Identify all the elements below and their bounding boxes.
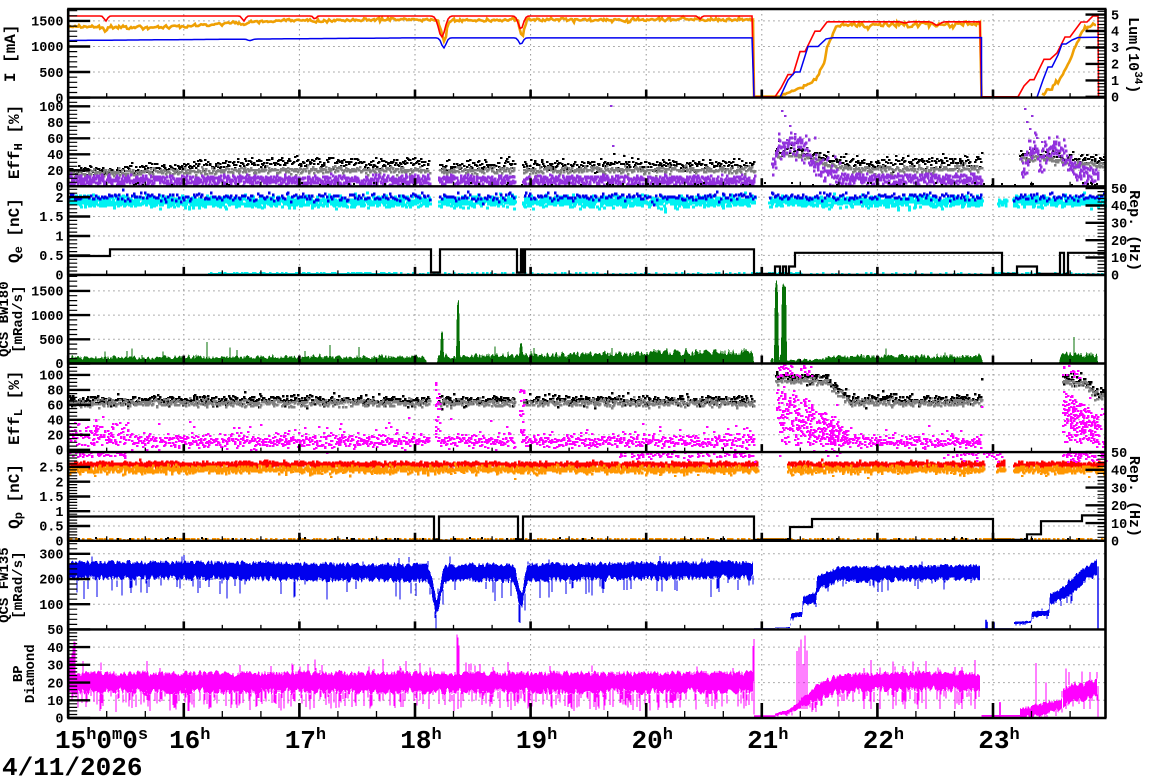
svg-text:0: 0 (55, 181, 63, 196)
svg-text:2: 2 (55, 192, 63, 207)
svg-text:23h: 23h (978, 726, 1019, 756)
svg-text:4: 4 (1111, 26, 1119, 41)
svg-text:0: 0 (55, 92, 63, 107)
svg-text:20: 20 (1111, 500, 1127, 515)
svg-text:Qp​ [nC]: Qp​ [nC] (6, 464, 26, 529)
svg-text:20: 20 (47, 677, 63, 692)
svg-text:40: 40 (1111, 465, 1127, 480)
svg-text:80: 80 (47, 385, 63, 400)
svg-text:20h: 20h (631, 726, 672, 756)
svg-text:17h: 17h (285, 726, 326, 756)
svg-text:QCS BW180: QCS BW180 (0, 281, 13, 357)
svg-text:0: 0 (55, 358, 63, 373)
svg-text:40: 40 (1111, 200, 1127, 215)
svg-text:0: 0 (55, 536, 63, 551)
svg-text:21h: 21h (747, 726, 788, 756)
svg-text:10: 10 (1111, 252, 1127, 267)
svg-text:40: 40 (47, 415, 63, 430)
svg-text:100: 100 (39, 370, 63, 385)
svg-text:I [mA]: I [mA] (2, 24, 20, 82)
svg-text:20: 20 (47, 430, 63, 445)
svg-text:50: 50 (47, 624, 63, 639)
svg-text:50: 50 (1111, 183, 1127, 198)
svg-text:16h: 16h (169, 726, 210, 756)
svg-text:100: 100 (39, 599, 63, 614)
svg-text:5: 5 (1111, 9, 1119, 24)
svg-text:22h: 22h (863, 726, 904, 756)
svg-text:0.5: 0.5 (39, 250, 63, 265)
svg-text:100: 100 (39, 101, 63, 116)
svg-text:0: 0 (55, 713, 63, 728)
svg-text:QCS FW135: QCS FW135 (0, 547, 13, 623)
svg-text:3: 3 (1111, 42, 1119, 57)
svg-text:EffH​ [%]: EffH​ [%] (6, 105, 26, 179)
svg-text:Qe​ [nC]: Qe​ [nC] (6, 198, 26, 263)
svg-text:1000: 1000 (31, 310, 63, 325)
svg-text:20: 20 (47, 165, 63, 180)
svg-text:200: 200 (39, 574, 63, 589)
svg-text:30: 30 (47, 660, 63, 675)
svg-text:60: 60 (47, 133, 63, 148)
svg-text:10: 10 (1111, 518, 1127, 533)
svg-text:20: 20 (1111, 235, 1127, 250)
svg-text:1000: 1000 (31, 41, 63, 56)
svg-text:40: 40 (47, 642, 63, 657)
svg-text:0: 0 (1111, 536, 1119, 551)
svg-text:0: 0 (1111, 270, 1119, 285)
svg-text:0.5: 0.5 (39, 521, 63, 536)
svg-text:Rep. (Hz): Rep. (Hz) (1125, 456, 1142, 537)
svg-text:80: 80 (47, 117, 63, 132)
svg-text:Rep. (Hz): Rep. (Hz) (1125, 190, 1142, 271)
svg-text:18h: 18h (400, 726, 441, 756)
svg-text:4/11/2026: 4/11/2026 (2, 753, 142, 782)
svg-text:0: 0 (55, 270, 63, 285)
svg-text:BP: BP (11, 665, 27, 682)
svg-text:0: 0 (55, 445, 63, 460)
svg-text:50: 50 (1111, 447, 1127, 462)
svg-text:500: 500 (39, 67, 63, 82)
svg-text:Diamond: Diamond (23, 644, 39, 703)
svg-text:[mRad/s]: [mRad/s] (11, 286, 27, 353)
svg-text:2: 2 (55, 476, 63, 491)
svg-text:1: 1 (55, 506, 63, 521)
svg-text:1.5: 1.5 (39, 211, 63, 226)
svg-text:1500: 1500 (31, 16, 63, 31)
svg-text:2: 2 (1111, 59, 1119, 74)
svg-text:30: 30 (1111, 218, 1127, 233)
svg-text:0: 0 (1111, 92, 1119, 107)
svg-text:1: 1 (1111, 75, 1119, 90)
svg-text:30: 30 (1111, 482, 1127, 497)
svg-text:1500: 1500 (31, 286, 63, 301)
svg-text:[mRad/s]: [mRad/s] (11, 551, 27, 618)
svg-text:2.5: 2.5 (39, 462, 63, 477)
svg-text:Lum(1034​): Lum(1034​) (1124, 17, 1143, 93)
svg-text:1.5: 1.5 (39, 491, 63, 506)
svg-text:19h: 19h (516, 726, 557, 756)
svg-text:500: 500 (39, 334, 63, 349)
svg-text:300: 300 (39, 549, 63, 564)
svg-text:10: 10 (47, 695, 63, 710)
svg-text:EffL​ [%]: EffL​ [%] (6, 371, 26, 445)
svg-text:40: 40 (47, 149, 63, 164)
svg-text:15h0m0s: 15h0m0s (55, 726, 148, 756)
svg-text:1: 1 (55, 231, 63, 246)
svg-text:60: 60 (47, 400, 63, 415)
